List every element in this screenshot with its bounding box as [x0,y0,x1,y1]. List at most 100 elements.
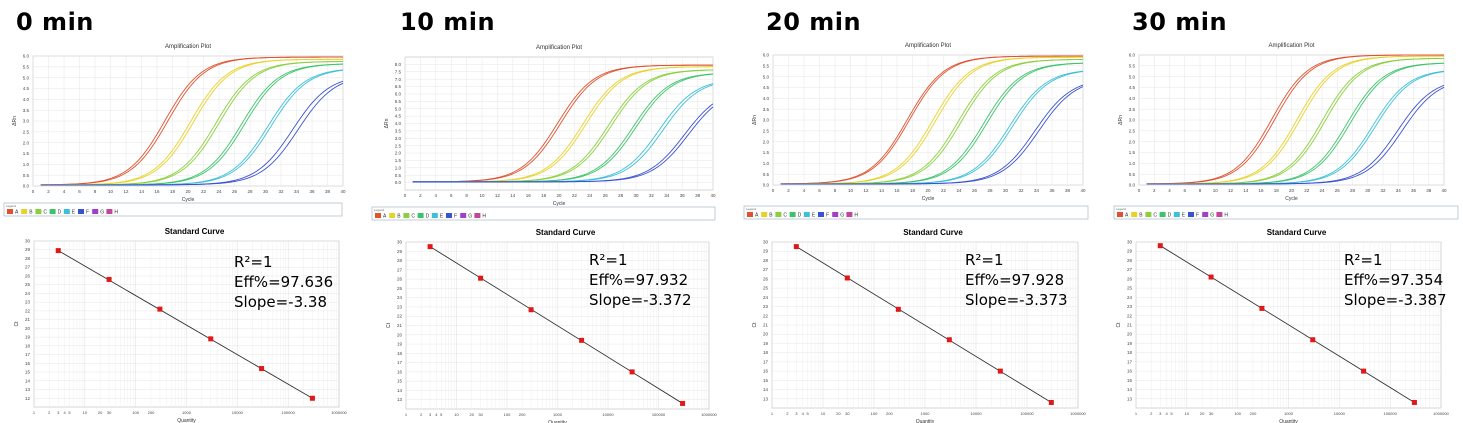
std-point [1310,337,1316,343]
legend-title: Legend [1116,207,1126,211]
amp-y-tick-label: 3.0 [763,118,770,123]
legend-label-C: C [783,213,787,219]
std-x-tick-label: 1000000 [1433,411,1449,416]
amp-x-tick-label: 40 [1080,188,1086,193]
amp-y-tick-label: 4.0 [395,121,402,126]
amp-curve-F [780,86,1084,185]
amp-x-tick-label: 6 [450,193,453,198]
std-y-tick-label: 26 [763,276,769,281]
amp-y-tick-label: 2.0 [763,139,770,144]
legend-title: Legend [6,204,16,208]
amp-y-tick-label: 6.0 [23,54,30,59]
legend-swatch-E [431,213,438,218]
std-y-tick-label: 22 [763,313,769,318]
legend-label-F: F [86,210,89,216]
std-y-tick-label: 27 [397,267,403,272]
legend-label-F: F [454,214,457,220]
amp-title: Amplification Plot [905,43,951,49]
std-x-axis-label: Quantity [916,419,935,423]
std-x-tick-label: 20 [836,411,841,416]
amp-title: Amplification Plot [536,45,582,51]
amp-x-tick-label: 22 [1304,188,1310,193]
std-y-tick-label: 30 [397,240,403,245]
amp-x-tick-label: 32 [278,189,284,194]
std-x-tick-label: 1000000 [1070,411,1086,416]
amp-y-tick-label: 5.0 [395,106,402,111]
std-title: Standard Curve [903,228,963,237]
std-x-tick-label: 200 [886,411,893,416]
amp-y-tick-label: 2.5 [395,143,402,148]
fit-stats: R²=1 Eff%=97.636 Slope=-3.38 [234,252,333,312]
amp-x-tick-label: 8 [834,188,837,193]
amp-title: Amplification Plot [165,44,211,50]
std-x-tick-label: 1000 [553,412,563,417]
amp-y-tick-label: 4.0 [1129,96,1136,101]
amp-y-tick-label: 4.5 [1129,85,1136,90]
amp-curve-F [1146,86,1445,185]
std-y-tick-label: 17 [25,352,31,357]
legend-swatch-F [446,213,452,218]
std-point [946,337,952,343]
amp-legend: Legend A B C D E F G H [371,206,716,221]
std-x-tick-label: 20 [469,412,474,417]
amp-y-tick-label: 4.0 [23,97,30,102]
amp-y-tick-label: 6.0 [1129,53,1136,58]
std-y-tick-label: 17 [763,359,769,364]
std-x-tick-label: 3 [429,412,432,417]
amp-x-tick-label: 20 [556,193,562,198]
std-y-axis-label: Ct [386,322,392,328]
std-x-tick-label: 5 [68,410,71,415]
amp-x-tick-label: 12 [123,189,129,194]
amp-y-tick-label: 1.0 [1129,161,1136,166]
amp-x-tick-label: 20 [1289,188,1295,193]
amp-legend: Legend A B C D E F G H [1113,205,1459,220]
amp-x-tick-label: 6 [78,189,81,194]
amp-y-tick-label: 7.5 [395,69,402,74]
amp-x-tick-label: 32 [1018,188,1024,193]
std-y-tick-label: 25 [397,286,403,291]
amp-x-tick-label: 10 [1213,188,1219,193]
std-y-tick-label: 15 [397,379,403,384]
amp-x-tick-label: 6 [1183,188,1186,193]
legend-swatch-C [35,209,42,214]
std-x-tick-label: 1 [771,411,774,416]
legend-label-C: C [1153,213,1157,219]
amp-y-tick-label: 6.0 [763,53,770,58]
legend-label-F: F [1196,213,1199,219]
amp-x-tick-label: 22 [941,188,947,193]
amp-y-tick-label: 5.5 [1129,63,1136,68]
amp-y-tick-label: 8.0 [395,62,402,67]
std-y-tick-label: 28 [763,258,769,263]
std-x-tick-label: 4 [1165,411,1168,416]
amp-y-tick-label: 2.5 [1129,128,1136,133]
std-y-tick-label: 17 [397,360,403,365]
legend-label-D: D [798,213,802,219]
amp-y-tick-label: 0.5 [395,173,402,178]
amp-x-tick-label: 18 [541,193,547,198]
amp-y-tick-label: 1.0 [23,162,30,167]
time-label: 0 min [16,8,94,36]
std-x-tick-label: 5 [440,412,443,417]
amp-y-tick-label: 0.0 [23,184,30,189]
r2-value: R²=1 [965,251,1004,269]
std-point [427,244,433,250]
std-x-tick-label: 30 [107,410,112,415]
std-y-axis-label: Ct [752,322,758,328]
amp-x-tick-label: 14 [1243,188,1249,193]
std-y-tick-label: 29 [397,249,403,254]
amp-x-tick-label: 38 [1065,188,1071,193]
amp-x-tick-label: 38 [325,189,331,194]
std-y-tick-label: 27 [25,265,31,270]
time-label: 10 min [400,8,496,36]
legend-swatch-D [1159,212,1166,217]
legend-label-A: A [15,210,19,216]
amp-x-tick-label: 22 [201,189,207,194]
amp-y-tick-label: 4.5 [763,85,770,90]
amp-x-tick-label: 4 [803,188,806,193]
amp-curve-A [1146,54,1444,185]
amp-x-tick-label: 18 [170,189,176,194]
std-point [259,366,265,372]
